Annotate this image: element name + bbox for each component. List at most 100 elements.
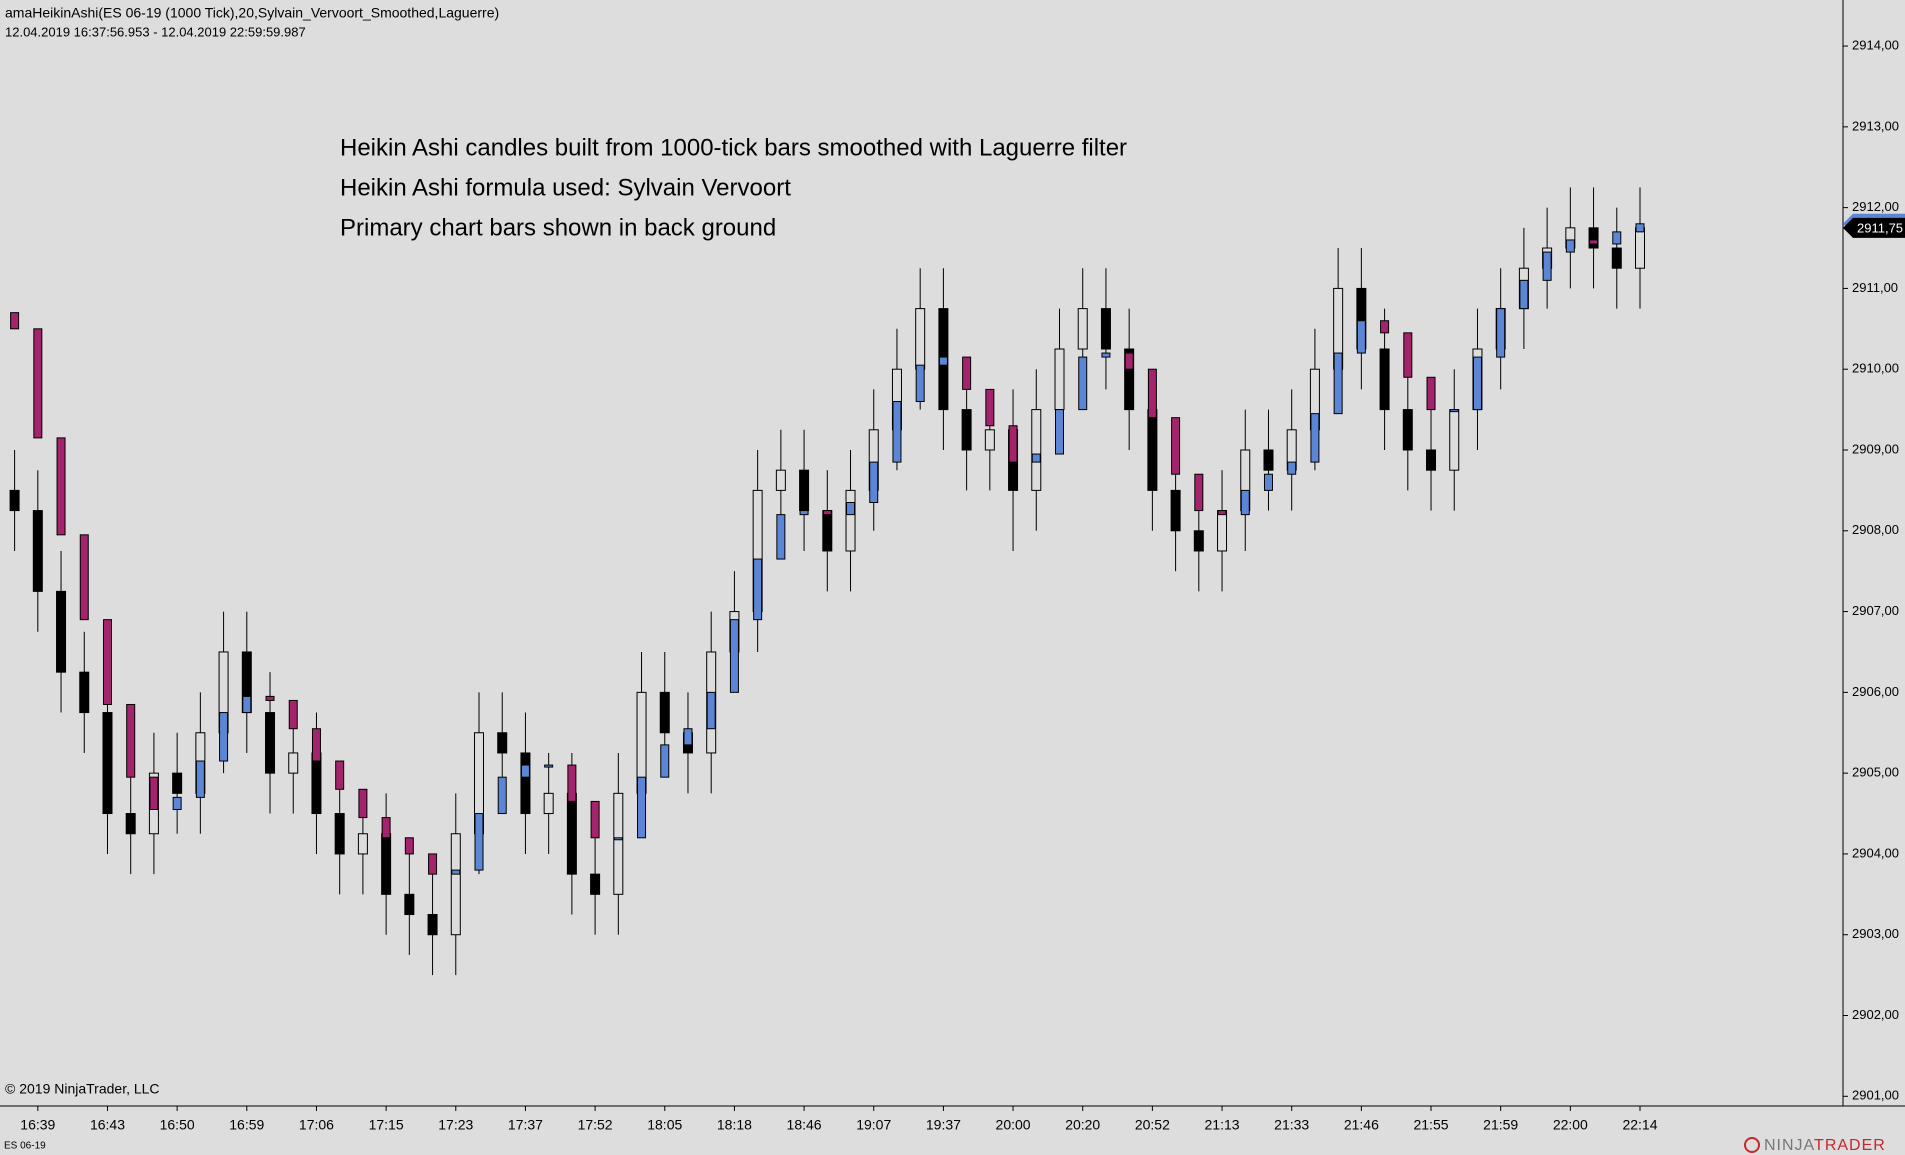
- y-tick-label: 2913,00: [1852, 118, 1899, 133]
- ha-candle: [1542, 251, 1552, 281]
- bar-body: [799, 469, 810, 512]
- ha-candle: [590, 800, 600, 839]
- ha-candle: [1263, 473, 1273, 491]
- ha-candle: [938, 356, 948, 366]
- bar-body: [1100, 308, 1111, 350]
- ha-candle: [1055, 409, 1064, 455]
- x-tick-label: 22:14: [1622, 1117, 1657, 1133]
- ha-candle: [195, 760, 205, 798]
- y-tick-label: 2902,00: [1852, 1007, 1899, 1022]
- y-tick-label: 2904,00: [1852, 845, 1899, 860]
- ha-candle: [56, 437, 66, 536]
- bar-body: [659, 691, 670, 734]
- bar-body: [1402, 409, 1413, 451]
- ha-candle: [776, 514, 786, 560]
- logo-part: TRADER: [1814, 1137, 1886, 1154]
- ha-candle: [1217, 510, 1227, 516]
- x-tick-label: 16:50: [160, 1117, 195, 1133]
- bar-body: [427, 914, 438, 936]
- x-tick-label: 16:43: [90, 1117, 125, 1133]
- bar-body: [1635, 227, 1645, 269]
- x-tick-label: 17:52: [578, 1117, 613, 1133]
- bar-body: [125, 813, 136, 835]
- ha-candle: [149, 776, 159, 811]
- ha-candle: [474, 813, 484, 871]
- ha-candle: [544, 764, 554, 768]
- bar-body: [450, 833, 461, 936]
- y-tick-label: 2905,00: [1852, 765, 1899, 780]
- bar-body: [32, 510, 43, 592]
- ha-candle: [404, 837, 414, 855]
- ha-candle: [242, 695, 252, 714]
- ha-candle: [637, 776, 647, 839]
- ha-candle: [613, 837, 623, 841]
- bar-body: [822, 510, 833, 552]
- bar-body: [1147, 409, 1158, 491]
- y-tick-label: 2914,00: [1852, 37, 1899, 52]
- annotation: Primary chart bars shown in back ground: [340, 214, 776, 241]
- ha-candle: [1403, 332, 1413, 378]
- ha-candle: [962, 356, 972, 390]
- bar-body: [590, 873, 601, 895]
- ha-candle: [497, 776, 507, 815]
- ha-candle: [311, 728, 321, 762]
- annotation: Heikin Ashi candles built from 1000-tick…: [340, 134, 1127, 161]
- bar-body: [845, 489, 856, 552]
- bar-body: [102, 712, 113, 815]
- bar-body: [1077, 308, 1088, 350]
- bar-body: [9, 489, 20, 512]
- ha-candle: [1356, 320, 1366, 354]
- ha-candle: [1589, 239, 1599, 245]
- bar-body: [543, 792, 554, 815]
- bar-body: [381, 833, 392, 895]
- bar-body: [1217, 510, 1228, 552]
- x-tick-label: 17:15: [369, 1117, 404, 1133]
- logo-part: NINJA: [1764, 1137, 1815, 1154]
- ha-candle: [335, 760, 345, 790]
- bar-body: [1031, 409, 1042, 491]
- bar-body: [1379, 348, 1390, 411]
- ha-candle: [892, 401, 902, 463]
- x-tick-label: 17:06: [299, 1117, 334, 1133]
- ha-candle: [660, 744, 670, 778]
- y-tick-label: 2909,00: [1852, 441, 1899, 456]
- ha-candle: [1194, 473, 1204, 512]
- x-tick-label: 18:05: [647, 1117, 682, 1133]
- bar-body: [172, 772, 183, 794]
- bar-body: [775, 469, 786, 491]
- ha-candle: [1147, 368, 1157, 419]
- ha-candle: [428, 853, 438, 875]
- ha-candle: [1496, 308, 1506, 358]
- ha-candle: [520, 764, 530, 778]
- bar-body: [357, 833, 368, 855]
- bar-body: [1611, 247, 1622, 269]
- ha-candle: [1031, 453, 1041, 463]
- ha-candle: [822, 510, 832, 516]
- x-tick-label: 21:59: [1483, 1117, 1518, 1133]
- ha-candle: [706, 691, 716, 730]
- annotation: Heikin Ashi formula used: Sylvain Vervoo…: [340, 174, 791, 201]
- y-tick-label: 2908,00: [1852, 522, 1899, 537]
- x-tick-label: 20:52: [1135, 1117, 1170, 1133]
- ha-candle: [288, 699, 298, 730]
- x-tick-label: 19:07: [856, 1117, 891, 1133]
- heikin-ashi: [10, 223, 1645, 875]
- bar-body: [1449, 409, 1460, 471]
- ha-candle: [381, 817, 391, 839]
- x-tick-label: 18:46: [787, 1117, 822, 1133]
- ha-candle: [567, 764, 577, 802]
- y-tick-label: 2910,00: [1852, 361, 1899, 376]
- ha-candle: [219, 712, 229, 762]
- copyright: © 2019 NinjaTrader, LLC: [5, 1081, 160, 1097]
- bar-body: [1124, 348, 1135, 411]
- x-tick-label: 20:00: [996, 1117, 1031, 1133]
- ha-candle: [172, 796, 182, 811]
- ha-candle: [1380, 320, 1390, 334]
- ha-candle: [126, 703, 136, 778]
- ha-candle: [1124, 352, 1134, 370]
- x-tick-label: 19:37: [926, 1117, 961, 1133]
- y-tick-label: 2903,00: [1852, 926, 1899, 941]
- logo-text: NINJATRADER: [1764, 1137, 1886, 1154]
- last-price-label: 2911,75: [1857, 220, 1903, 235]
